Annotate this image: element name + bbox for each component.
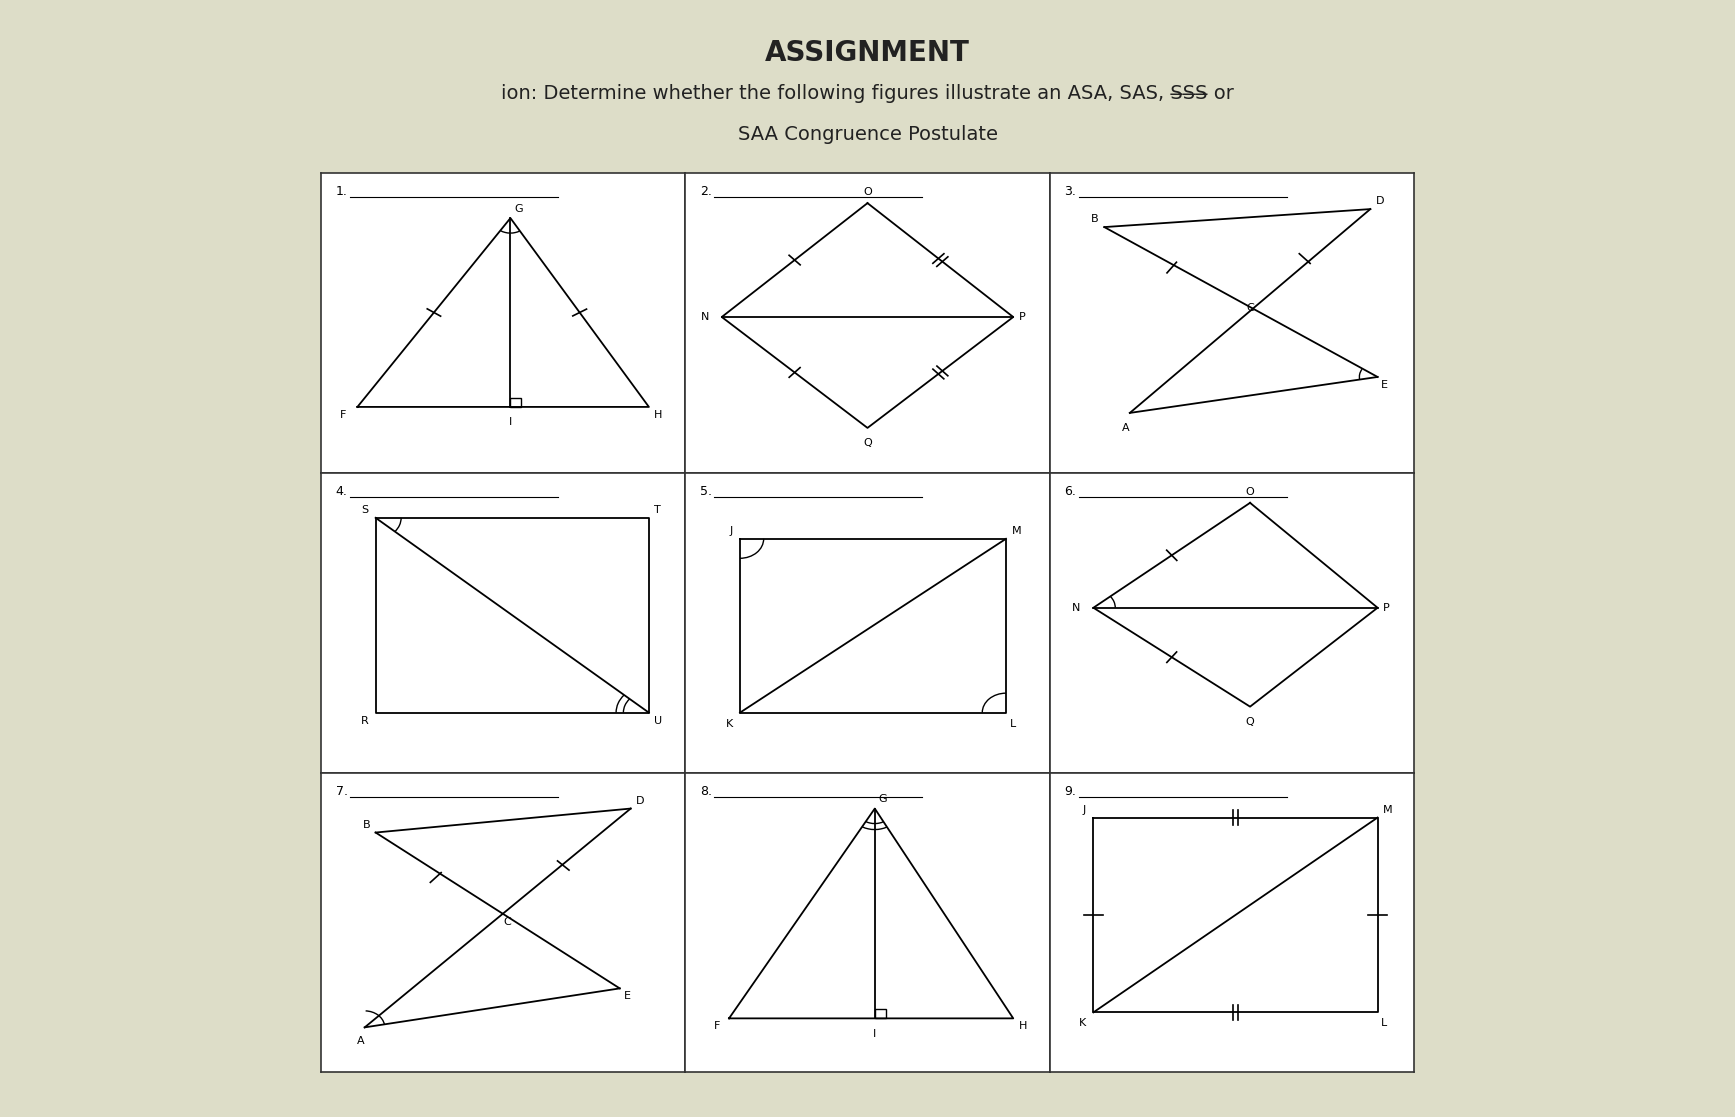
Text: F: F [713, 1021, 720, 1031]
Text: O: O [1246, 487, 1254, 497]
Text: P: P [1018, 312, 1025, 322]
Text: H: H [1018, 1021, 1027, 1031]
Text: Q: Q [1246, 717, 1254, 727]
Text: ASSIGNMENT: ASSIGNMENT [765, 39, 970, 67]
Text: B: B [1091, 214, 1098, 225]
Text: D: D [637, 795, 645, 805]
Text: C: C [1246, 303, 1254, 313]
Text: M: M [1012, 526, 1020, 536]
Text: SAA Congruence Postulate: SAA Congruence Postulate [737, 125, 998, 144]
Text: A: A [357, 1037, 364, 1047]
Text: 1.: 1. [335, 185, 347, 198]
Text: C: C [503, 917, 510, 927]
Text: J: J [1083, 804, 1086, 814]
Text: Q: Q [862, 438, 873, 448]
Text: J: J [729, 526, 732, 536]
Text: M: M [1383, 804, 1393, 814]
Text: R: R [361, 716, 368, 726]
Text: E: E [623, 992, 630, 1002]
Text: U: U [654, 716, 663, 726]
Text: G: G [514, 203, 522, 213]
Text: K: K [1079, 1019, 1086, 1029]
Text: 8.: 8. [699, 784, 711, 798]
Text: 3.: 3. [1064, 185, 1076, 198]
Text: H: H [654, 410, 663, 420]
Text: 4.: 4. [335, 485, 347, 498]
Text: B: B [363, 820, 370, 830]
Text: N: N [1072, 603, 1081, 613]
Text: S: S [361, 505, 368, 515]
Text: 6.: 6. [1064, 485, 1076, 498]
Text: P: P [1383, 603, 1390, 613]
Text: E: E [1381, 380, 1388, 390]
Text: I: I [508, 418, 512, 428]
Text: G: G [878, 794, 887, 804]
Text: 5.: 5. [699, 485, 711, 498]
Text: I: I [873, 1029, 876, 1039]
Text: T: T [654, 505, 661, 515]
Text: L: L [1381, 1019, 1388, 1029]
Text: 9.: 9. [1064, 784, 1076, 798]
Text: ion: Determine whether the following figures illustrate an ASA, SAS, S̶S̶S̶ or: ion: Determine whether the following fig… [501, 84, 1234, 103]
Text: 7.: 7. [335, 784, 347, 798]
Text: A: A [1123, 423, 1129, 433]
Text: 2.: 2. [699, 185, 711, 198]
Text: D: D [1376, 197, 1385, 207]
Text: F: F [340, 410, 347, 420]
Text: N: N [701, 312, 710, 322]
Text: K: K [725, 718, 732, 728]
Text: O: O [862, 188, 873, 197]
Text: L: L [1010, 718, 1017, 728]
